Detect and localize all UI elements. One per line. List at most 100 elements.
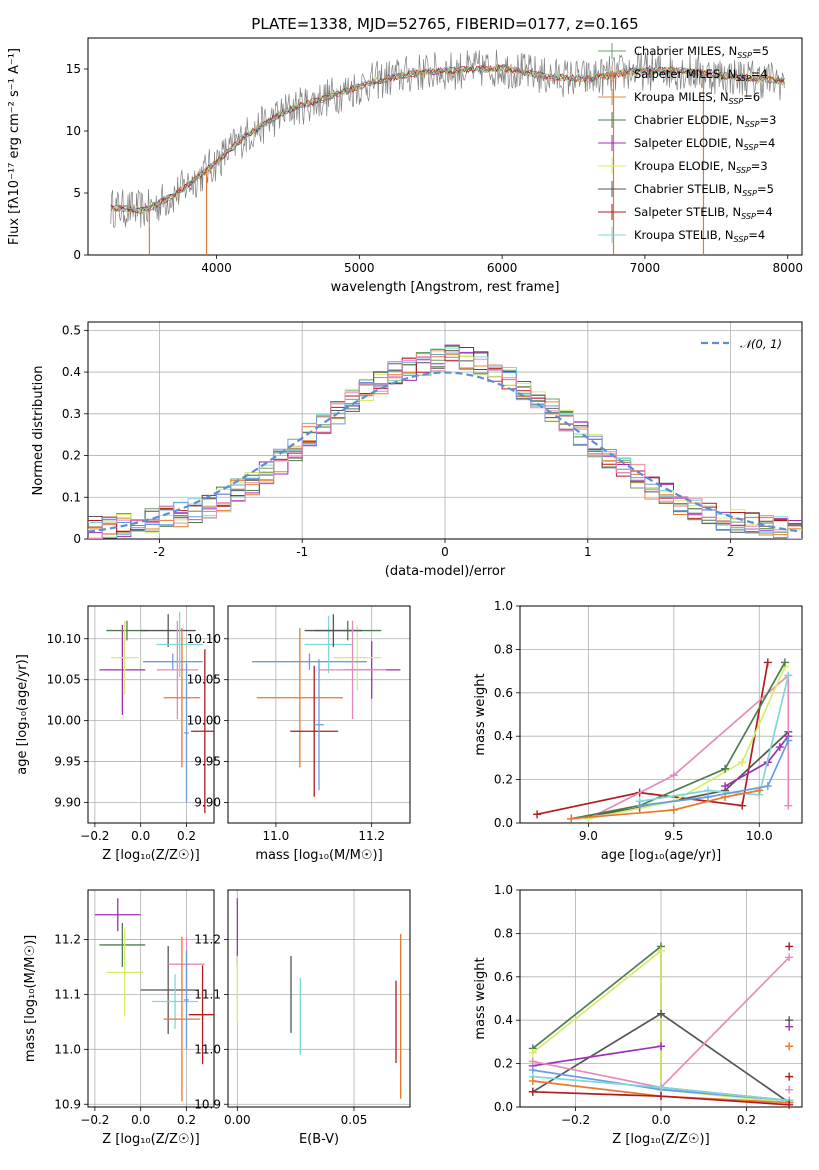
y-tick-label: 0.0: [494, 816, 513, 830]
plus-marker: [763, 658, 772, 667]
legend-sub: SSP: [729, 97, 744, 106]
legend-sub: SSP: [744, 143, 759, 152]
x-axis-label: E(B-V): [299, 1132, 339, 1147]
y-tick-label: 0.4: [494, 729, 513, 743]
plus-marker: [784, 736, 793, 745]
x-axis-label: Z [log₁₀(Z/Z☉)]: [102, 848, 199, 863]
legend-sub: SSP: [736, 74, 751, 83]
mass-vs-Z-panel: −0.2 0.0 0.2 10.9 11.0 11.1 11.2 Z [log₁₀(Z/Z☉)…: [23, 889, 215, 1147]
y-axis-label: Normed distribution: [31, 366, 46, 496]
x-axis-label: Z [log₁₀(Z/Z☉)]: [612, 1132, 709, 1147]
y-tick-label: 0.0: [494, 1100, 513, 1114]
y-tick-label: 0.8: [494, 642, 513, 656]
x-tick-label: 11.0: [263, 829, 290, 843]
error-bar-point: [99, 624, 146, 715]
plus-marker: [785, 1042, 794, 1051]
mass-weight-series: [571, 789, 760, 820]
y-tick-label: 0.8: [494, 926, 513, 940]
y-tick-label: 0: [73, 248, 81, 262]
x-tick-label: 1: [584, 545, 592, 559]
model-spectrum: [110, 65, 785, 212]
legend-entry: Chabrier MILES, NSSP=5: [634, 44, 769, 60]
x-tick-label: 0.0: [651, 1113, 670, 1127]
error-bar-point: [156, 611, 203, 678]
plus-marker: [635, 801, 644, 810]
plus-marker: [657, 1009, 665, 1018]
y-tick-label: 0.2: [62, 449, 81, 463]
y-axis-label: mass weight: [473, 673, 488, 755]
plus-marker: [669, 771, 678, 780]
axes-frame: [519, 605, 803, 824]
y-tick-label: 9.95: [54, 755, 81, 769]
error-bar-point: [188, 965, 214, 1065]
error-bar-point: [184, 950, 189, 1050]
error-bar-point: [156, 620, 198, 720]
legend-sub: SSP: [745, 120, 760, 129]
y-tick-label: 0: [73, 532, 81, 546]
axes-frame: [227, 889, 411, 1108]
plus-marker: [784, 801, 793, 810]
mass-weight-vs-Z-panel: −0.2 0.0 0.2 0.0 0.2 0.4 0.6 0.8 1.0 Z [log₁₀(Z/Z…: [473, 883, 803, 1147]
legend-label: Chabrier MILES, N: [634, 44, 737, 58]
y-tick-label: 10.9: [194, 1097, 221, 1111]
legend-suffix: =4: [756, 205, 773, 219]
histogram-series: [88, 356, 802, 539]
error-bar-point: [290, 665, 339, 797]
legend-entry: Chabrier STELIB, NSSP=5: [634, 182, 774, 198]
plus-marker: [780, 658, 789, 667]
y-tick-label: 10.05: [47, 673, 81, 687]
plus-marker: [784, 671, 793, 680]
y-tick-label: 10.10: [47, 632, 81, 646]
plus-marker: [785, 953, 794, 962]
legend-entry: Salpeter STELIB, NSSP=4: [634, 205, 773, 221]
y-tick-label: 10.10: [187, 632, 221, 646]
error-bar-point: [140, 614, 196, 647]
legend-suffix: =4: [748, 228, 765, 242]
plus-marker: [528, 1057, 537, 1066]
x-tick-label: −0.2: [561, 1113, 590, 1127]
plus-marker: [657, 946, 665, 955]
legend-label: Chabrier ELODIE, N: [634, 113, 745, 127]
mass-weight-series: [571, 661, 786, 820]
y-tick-label: 11.0: [54, 1042, 81, 1056]
legend-label: 𝒩(0, 1): [740, 337, 782, 351]
x-tick-label: 6000: [487, 261, 518, 275]
error-bar-point: [319, 620, 387, 720]
plus-marker: [738, 801, 747, 810]
y-tick-label: 0.1: [62, 490, 81, 504]
x-tick-label: 0.2: [177, 1113, 196, 1127]
y-tick-label: 10.05: [187, 673, 221, 687]
error-bar-point: [251, 653, 367, 670]
plus-marker: [721, 764, 730, 773]
x-tick-label: 0: [441, 545, 449, 559]
legend-sub: SSP: [742, 189, 757, 198]
y-tick-label: 9.90: [54, 796, 81, 810]
y-tick-label: 10: [66, 124, 81, 138]
x-tick-label: 0.05: [341, 1113, 368, 1127]
legend-suffix: =4: [751, 67, 768, 81]
plus-marker: [738, 758, 747, 767]
legend-suffix: =3: [760, 113, 777, 127]
axes-frame: [227, 605, 411, 824]
mass-weight-series: [532, 949, 790, 1104]
x-axis-label: age [log₁₀(age/yr)]: [601, 848, 722, 863]
y-tick-label: 11.1: [54, 987, 81, 1001]
x-axis-label: (data-model)/error: [385, 564, 506, 579]
model-spectrum: [110, 64, 785, 214]
error-bar-point: [256, 628, 343, 768]
mass-weight-series: [571, 731, 789, 820]
error-bar-point: [140, 946, 196, 1034]
legend-suffix: =3: [751, 159, 768, 173]
y-axis-label: Flux [fλ10⁻¹⁷ erg cm⁻² s⁻¹ A⁻¹]: [7, 48, 22, 245]
plus-marker: [763, 782, 772, 791]
x-axis-label: wavelength [Angstrom, rest frame]: [331, 280, 560, 295]
y-tick-label: 11.2: [54, 932, 81, 946]
plus-marker: [755, 786, 764, 795]
y-tick-label: 1.0: [494, 883, 513, 897]
error-bar-point: [110, 620, 139, 695]
axes-frame: [87, 37, 803, 256]
y-tick-label: 11.2: [194, 932, 221, 946]
y-tick-label: 10.00: [47, 714, 81, 728]
error-bar-point: [184, 663, 189, 803]
error-bar-point: [94, 898, 141, 932]
